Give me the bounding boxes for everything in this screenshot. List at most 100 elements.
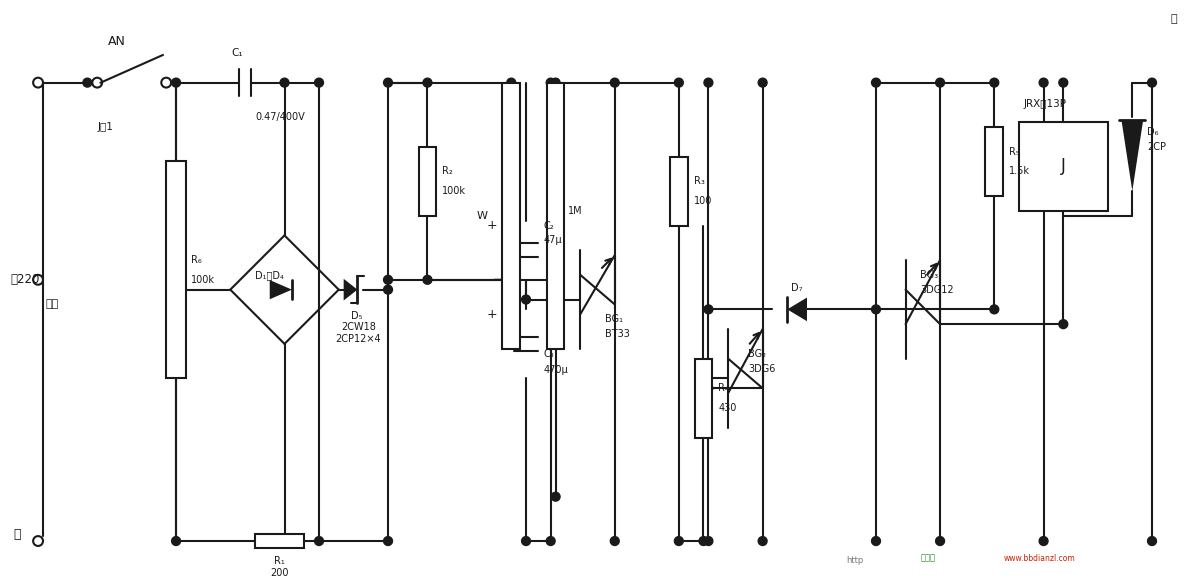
Text: C₁: C₁: [231, 48, 243, 58]
Polygon shape: [1122, 120, 1143, 191]
Text: D₆: D₆: [1147, 127, 1159, 137]
Circle shape: [1148, 537, 1157, 546]
Circle shape: [704, 537, 713, 546]
Circle shape: [547, 537, 555, 546]
Bar: [1019, 122, 1107, 211]
Bar: [502, 83, 520, 349]
Text: http: http: [847, 556, 864, 565]
Circle shape: [384, 78, 392, 87]
Circle shape: [935, 78, 945, 87]
Text: BG₂: BG₂: [748, 349, 765, 358]
Text: 200: 200: [270, 568, 289, 578]
Circle shape: [1058, 320, 1068, 329]
Circle shape: [83, 78, 92, 87]
Circle shape: [423, 78, 432, 87]
Text: 430: 430: [719, 403, 737, 413]
Text: 3DG6: 3DG6: [748, 364, 775, 374]
Circle shape: [758, 78, 767, 87]
Text: C₂: C₂: [544, 221, 555, 231]
Text: J: J: [1061, 157, 1066, 175]
Text: 输出: 输出: [45, 299, 59, 310]
Circle shape: [172, 285, 181, 294]
Text: 3DG12: 3DG12: [921, 285, 954, 295]
Text: 插图网: 插图网: [921, 554, 935, 563]
Bar: [255, 533, 304, 548]
Text: 100k: 100k: [443, 186, 466, 196]
Circle shape: [551, 492, 560, 501]
Circle shape: [172, 537, 181, 546]
Circle shape: [172, 78, 181, 87]
Text: W: W: [477, 211, 488, 221]
Text: 100: 100: [694, 196, 712, 206]
Text: R₄: R₄: [719, 383, 730, 393]
Circle shape: [610, 78, 620, 87]
Text: BT33: BT33: [605, 329, 630, 339]
Text: 1.5k: 1.5k: [1009, 166, 1030, 177]
Circle shape: [872, 537, 880, 546]
Circle shape: [280, 78, 289, 87]
Circle shape: [990, 78, 999, 87]
Circle shape: [1039, 78, 1048, 87]
Circle shape: [384, 537, 392, 546]
Circle shape: [990, 305, 999, 314]
Text: ，: ，: [1170, 13, 1177, 24]
Text: D₅: D₅: [350, 311, 362, 321]
Polygon shape: [787, 297, 807, 321]
Bar: [166, 162, 185, 378]
Circle shape: [423, 275, 432, 284]
Circle shape: [1148, 78, 1157, 87]
Text: AN: AN: [108, 35, 126, 48]
Circle shape: [521, 295, 531, 304]
Circle shape: [935, 537, 945, 546]
Text: 0.47/400V: 0.47/400V: [255, 112, 305, 122]
Circle shape: [384, 285, 392, 294]
Bar: [419, 147, 437, 216]
Bar: [986, 127, 1003, 196]
Text: BG₁: BG₁: [605, 314, 623, 324]
Text: R₁: R₁: [274, 556, 285, 566]
Bar: [695, 358, 713, 437]
Text: ～220: ～220: [11, 273, 39, 286]
Circle shape: [872, 305, 880, 314]
Circle shape: [698, 537, 708, 546]
Circle shape: [521, 537, 531, 546]
Circle shape: [1058, 78, 1068, 87]
Circle shape: [315, 78, 323, 87]
Text: 100k: 100k: [191, 275, 215, 285]
Text: 470μ: 470μ: [544, 365, 568, 375]
Circle shape: [315, 537, 323, 546]
Text: www.bbdianzl.com: www.bbdianzl.com: [1005, 554, 1076, 563]
Text: D₁～D₄: D₁～D₄: [255, 270, 285, 280]
Circle shape: [280, 537, 289, 546]
Circle shape: [675, 537, 683, 546]
Circle shape: [384, 275, 392, 284]
Text: R₃: R₃: [694, 176, 704, 186]
Circle shape: [551, 78, 560, 87]
Text: R₆: R₆: [191, 255, 202, 265]
Circle shape: [698, 374, 708, 383]
Text: D₇: D₇: [792, 283, 803, 293]
Text: 2CW18: 2CW18: [341, 322, 376, 332]
Circle shape: [547, 78, 555, 87]
Text: 47μ: 47μ: [544, 235, 562, 245]
Text: 2CP12×4: 2CP12×4: [336, 334, 382, 344]
Text: 2CP: 2CP: [1147, 142, 1166, 152]
Polygon shape: [270, 280, 292, 299]
Polygon shape: [343, 279, 358, 300]
Text: C₃: C₃: [544, 349, 555, 358]
Text: J－1: J－1: [97, 122, 114, 132]
Circle shape: [1039, 537, 1048, 546]
Bar: [670, 156, 688, 225]
Circle shape: [704, 305, 713, 314]
Text: 1M: 1M: [568, 206, 584, 216]
Text: +: +: [487, 219, 498, 232]
Bar: [547, 83, 565, 349]
Text: R₅: R₅: [1009, 146, 1020, 157]
Circle shape: [507, 78, 515, 87]
Text: JRX－13P: JRX－13P: [1024, 99, 1067, 109]
Text: BG₃: BG₃: [921, 270, 939, 280]
Circle shape: [675, 78, 683, 87]
Circle shape: [610, 537, 620, 546]
Text: R₂: R₂: [443, 166, 453, 177]
Text: 地: 地: [13, 528, 20, 541]
